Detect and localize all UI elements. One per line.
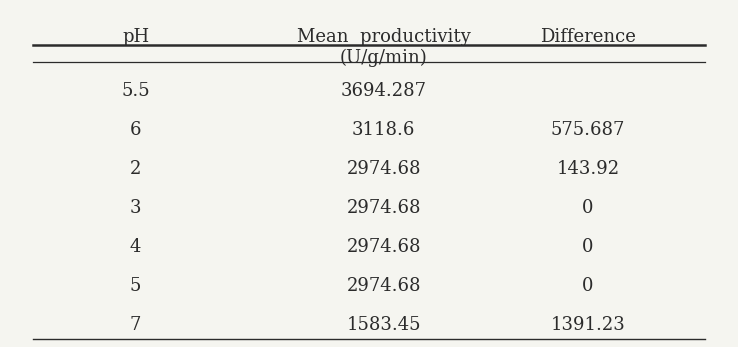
Text: 2974.68: 2974.68 — [346, 277, 421, 295]
Text: pH: pH — [122, 28, 149, 46]
Text: 4: 4 — [130, 238, 141, 256]
Text: 575.687: 575.687 — [551, 121, 625, 139]
Text: 2974.68: 2974.68 — [346, 238, 421, 256]
Text: 6: 6 — [130, 121, 141, 139]
Text: Mean  productivity
(U/g/min): Mean productivity (U/g/min) — [297, 28, 470, 67]
Text: 5.5: 5.5 — [121, 82, 150, 100]
Text: 3118.6: 3118.6 — [352, 121, 415, 139]
Text: 3: 3 — [130, 199, 141, 217]
Text: 0: 0 — [582, 277, 593, 295]
Text: 1583.45: 1583.45 — [346, 316, 421, 334]
Text: 0: 0 — [582, 199, 593, 217]
Text: Difference: Difference — [540, 28, 636, 46]
Text: 2974.68: 2974.68 — [346, 199, 421, 217]
Text: 2: 2 — [130, 160, 141, 178]
Text: 0: 0 — [582, 238, 593, 256]
Text: 5: 5 — [130, 277, 141, 295]
Text: 7: 7 — [130, 316, 141, 334]
Text: 143.92: 143.92 — [556, 160, 619, 178]
Text: 2974.68: 2974.68 — [346, 160, 421, 178]
Text: 3694.287: 3694.287 — [341, 82, 427, 100]
Text: 1391.23: 1391.23 — [551, 316, 625, 334]
